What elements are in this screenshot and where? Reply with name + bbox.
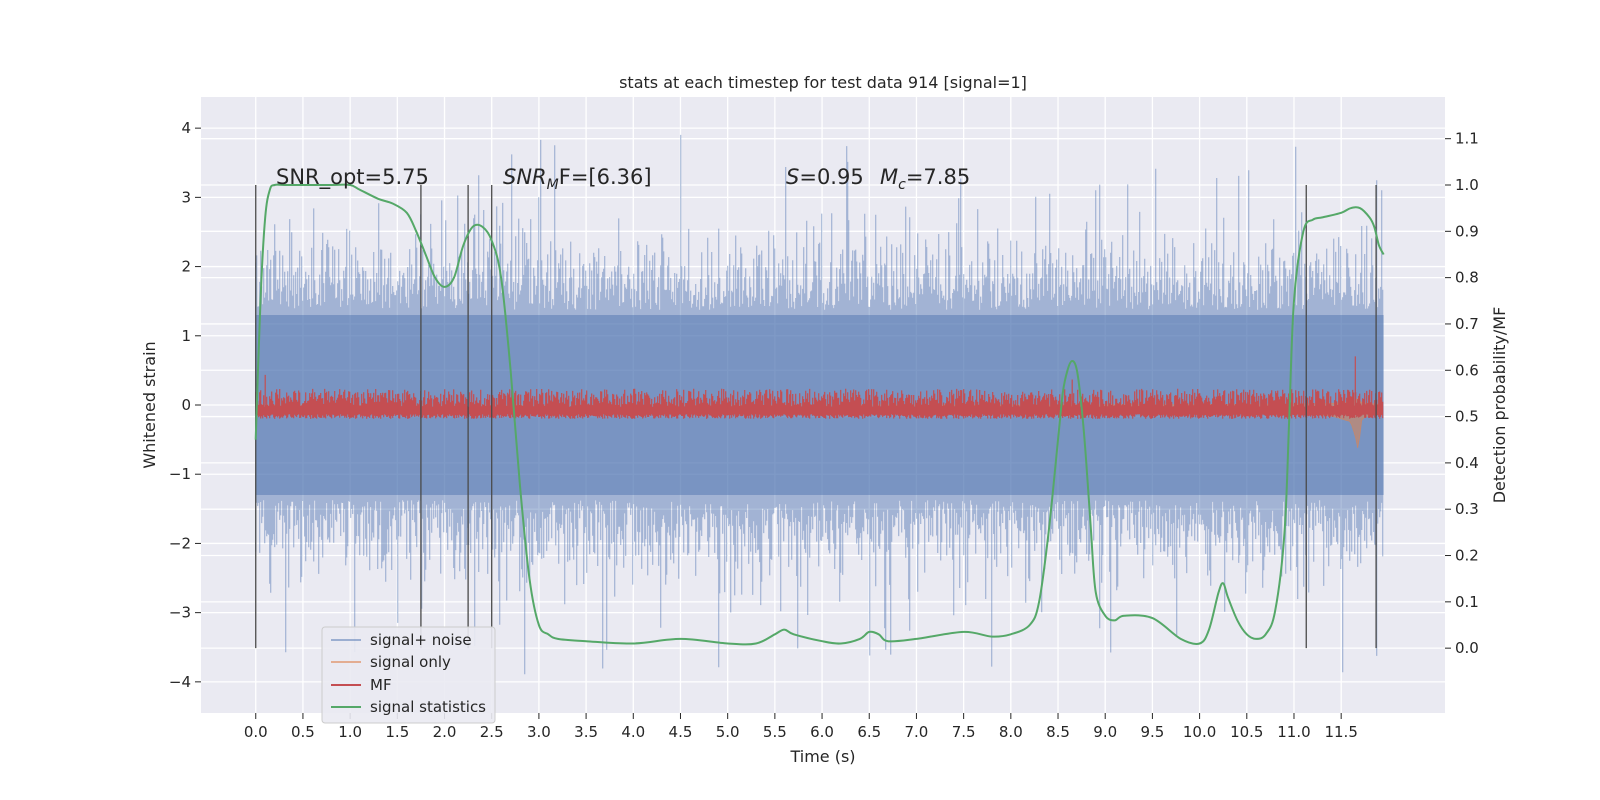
series-signal-statistics <box>254 183 1385 646</box>
x-tick-label: 2.5 <box>480 723 504 741</box>
mc-annotation: Mc=7.85 <box>880 165 970 193</box>
x-tick-label: 9.0 <box>1093 723 1117 741</box>
x-tick-label: 5.0 <box>716 723 740 741</box>
y-right-tick-label: 0.3 <box>1455 500 1479 518</box>
s-rest: =0.95 <box>799 165 863 189</box>
x-tick-label: 6.5 <box>857 723 881 741</box>
y-left-axis-ticks: −4 −3 −2 −1 0 1 2 3 4 <box>169 119 201 691</box>
y-right-axis-ticks: 0.0 0.1 0.2 0.3 0.4 0.5 0.6 0.7 0.8 0.9 1.0 1.1 <box>1445 130 1479 657</box>
x-tick-label: 10.0 <box>1183 723 1216 741</box>
x-tick-label: 0.0 <box>244 723 268 741</box>
y-left-tick-label: −1 <box>169 465 191 483</box>
mc-main: M <box>880 165 898 189</box>
s-main: S <box>786 165 799 189</box>
x-tick-label: 3.0 <box>527 723 551 741</box>
legend-label-signal-only: signal only <box>370 653 451 671</box>
x-axis-label: Time (s) <box>789 747 855 766</box>
y-left-axis-label: Whitened strain <box>140 341 159 468</box>
x-tick-label: 11.5 <box>1324 723 1357 741</box>
legend-label-signal-statistics: signal statistics <box>370 698 486 716</box>
legend-box <box>321 626 496 724</box>
x-tick-label: 7.5 <box>952 723 976 741</box>
x-tick-label: 11.0 <box>1277 723 1310 741</box>
chart-title: stats at each timestep for test data 914… <box>619 73 1027 92</box>
x-tick-label: 2.0 <box>433 723 457 741</box>
y-left-tick-label: −2 <box>169 534 191 552</box>
y-right-tick-label: 0.8 <box>1455 269 1479 287</box>
y-left-tick-label: 1 <box>181 327 191 345</box>
x-tick-label: 8.5 <box>1046 723 1070 741</box>
x-tick-label: 5.5 <box>763 723 787 741</box>
y-left-tick-label: 4 <box>181 119 191 137</box>
s-annotation: S=0.95 <box>786 165 864 189</box>
y-right-tick-label: 0.7 <box>1455 315 1479 333</box>
x-tick-label: 1.0 <box>338 723 362 741</box>
x-tick-label: 4.0 <box>621 723 645 741</box>
y-left-tick-label: 2 <box>181 258 191 276</box>
y-left-tick-label: −3 <box>169 604 191 622</box>
y-left-tick-label: 0 <box>181 396 191 414</box>
y-right-tick-label: 0.9 <box>1455 222 1479 240</box>
mc-sub: c <box>898 177 906 193</box>
signal-statistics-line <box>254 183 1385 646</box>
y-right-tick-label: 0.4 <box>1455 454 1479 472</box>
snr-opt-annotation: SNR_opt=5.75 <box>276 165 429 190</box>
snr-mf-annotation: SNRMF=[6.36] <box>503 165 652 193</box>
x-tick-label: 8.0 <box>999 723 1023 741</box>
y-right-tick-label: 0.5 <box>1455 408 1479 426</box>
x-tick-label: 7.0 <box>905 723 929 741</box>
y-left-tick-label: −4 <box>169 673 191 691</box>
x-tick-label: 4.5 <box>669 723 693 741</box>
vertical-markers <box>255 185 1377 649</box>
x-axis-ticks: 0.0 0.5 1.0 1.5 2.0 2.5 3.0 3.5 4.0 4.5 5.0 5.5 6.0 6… <box>244 713 1358 741</box>
y-right-axis-label: Detection probability/MF <box>1490 307 1509 504</box>
legend-label-signal-noise: signal+ noise <box>370 631 472 649</box>
snr-mf-main: SNR <box>503 165 547 189</box>
x-tick-label: 0.5 <box>291 723 315 741</box>
x-tick-label: 6.0 <box>810 723 834 741</box>
x-tick-label: 9.5 <box>1140 723 1164 741</box>
mc-rest: =7.85 <box>906 165 970 189</box>
x-tick-label: 1.5 <box>385 723 409 741</box>
legend-label-mf: MF <box>370 676 392 694</box>
legend: signal+ noise signal only MF signal stat… <box>321 626 496 724</box>
y-right-tick-label: 0.6 <box>1455 361 1479 379</box>
y-right-tick-label: 0.2 <box>1455 547 1479 565</box>
y-right-tick-label: 0.0 <box>1455 639 1479 657</box>
snr-mf-rest: F=[6.36] <box>559 165 652 189</box>
y-left-tick-label: 3 <box>181 188 191 206</box>
x-tick-label: 10.5 <box>1230 723 1263 741</box>
snr-mf-sub: M <box>547 177 559 193</box>
y-right-tick-label: 1.0 <box>1455 176 1479 194</box>
y-right-tick-label: 1.1 <box>1455 130 1479 148</box>
y-right-tick-label: 0.1 <box>1455 593 1479 611</box>
x-tick-label: 3.5 <box>574 723 598 741</box>
